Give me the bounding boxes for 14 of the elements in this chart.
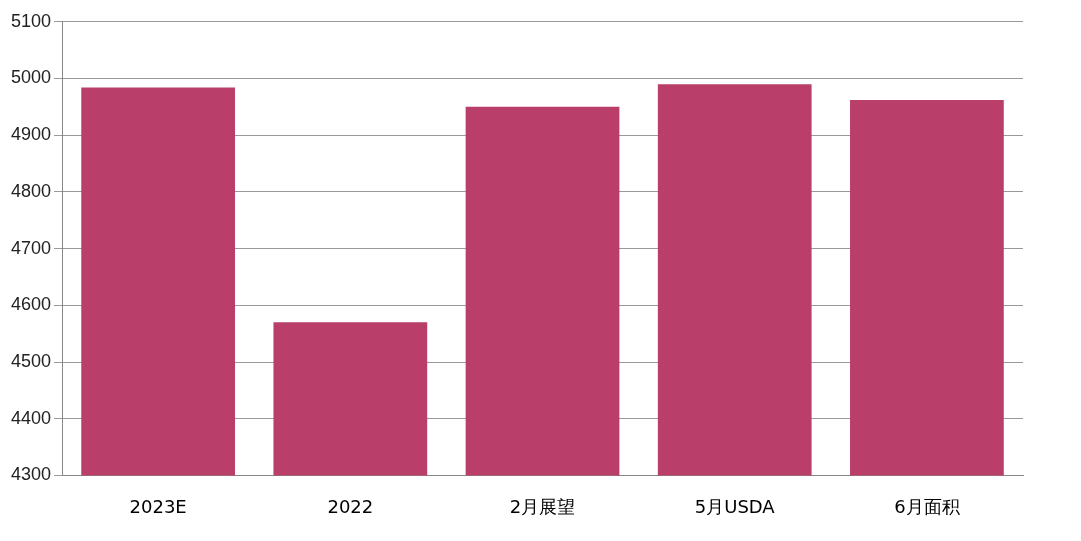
y-tick-label: 5000: [11, 67, 52, 88]
y-tick-label: 4600: [11, 294, 52, 315]
x-tick-label: 5月USDA: [694, 495, 776, 517]
y-tick-label: 4500: [11, 350, 52, 371]
y-tick-label: 4900: [11, 124, 52, 145]
x-tick-label: 6月面积: [894, 495, 960, 517]
y-tick-label: 4700: [11, 237, 52, 258]
x-tick-label: 2月展望: [509, 495, 576, 517]
y-tick-label: 4400: [11, 407, 52, 428]
y-tick-label: 5100: [11, 10, 52, 31]
x-tick-label: 2022: [327, 495, 374, 517]
y-tick-label: 4800: [11, 180, 52, 201]
x-tick-label: 2023E: [129, 495, 187, 517]
y-tick-label: 4300: [11, 464, 52, 485]
